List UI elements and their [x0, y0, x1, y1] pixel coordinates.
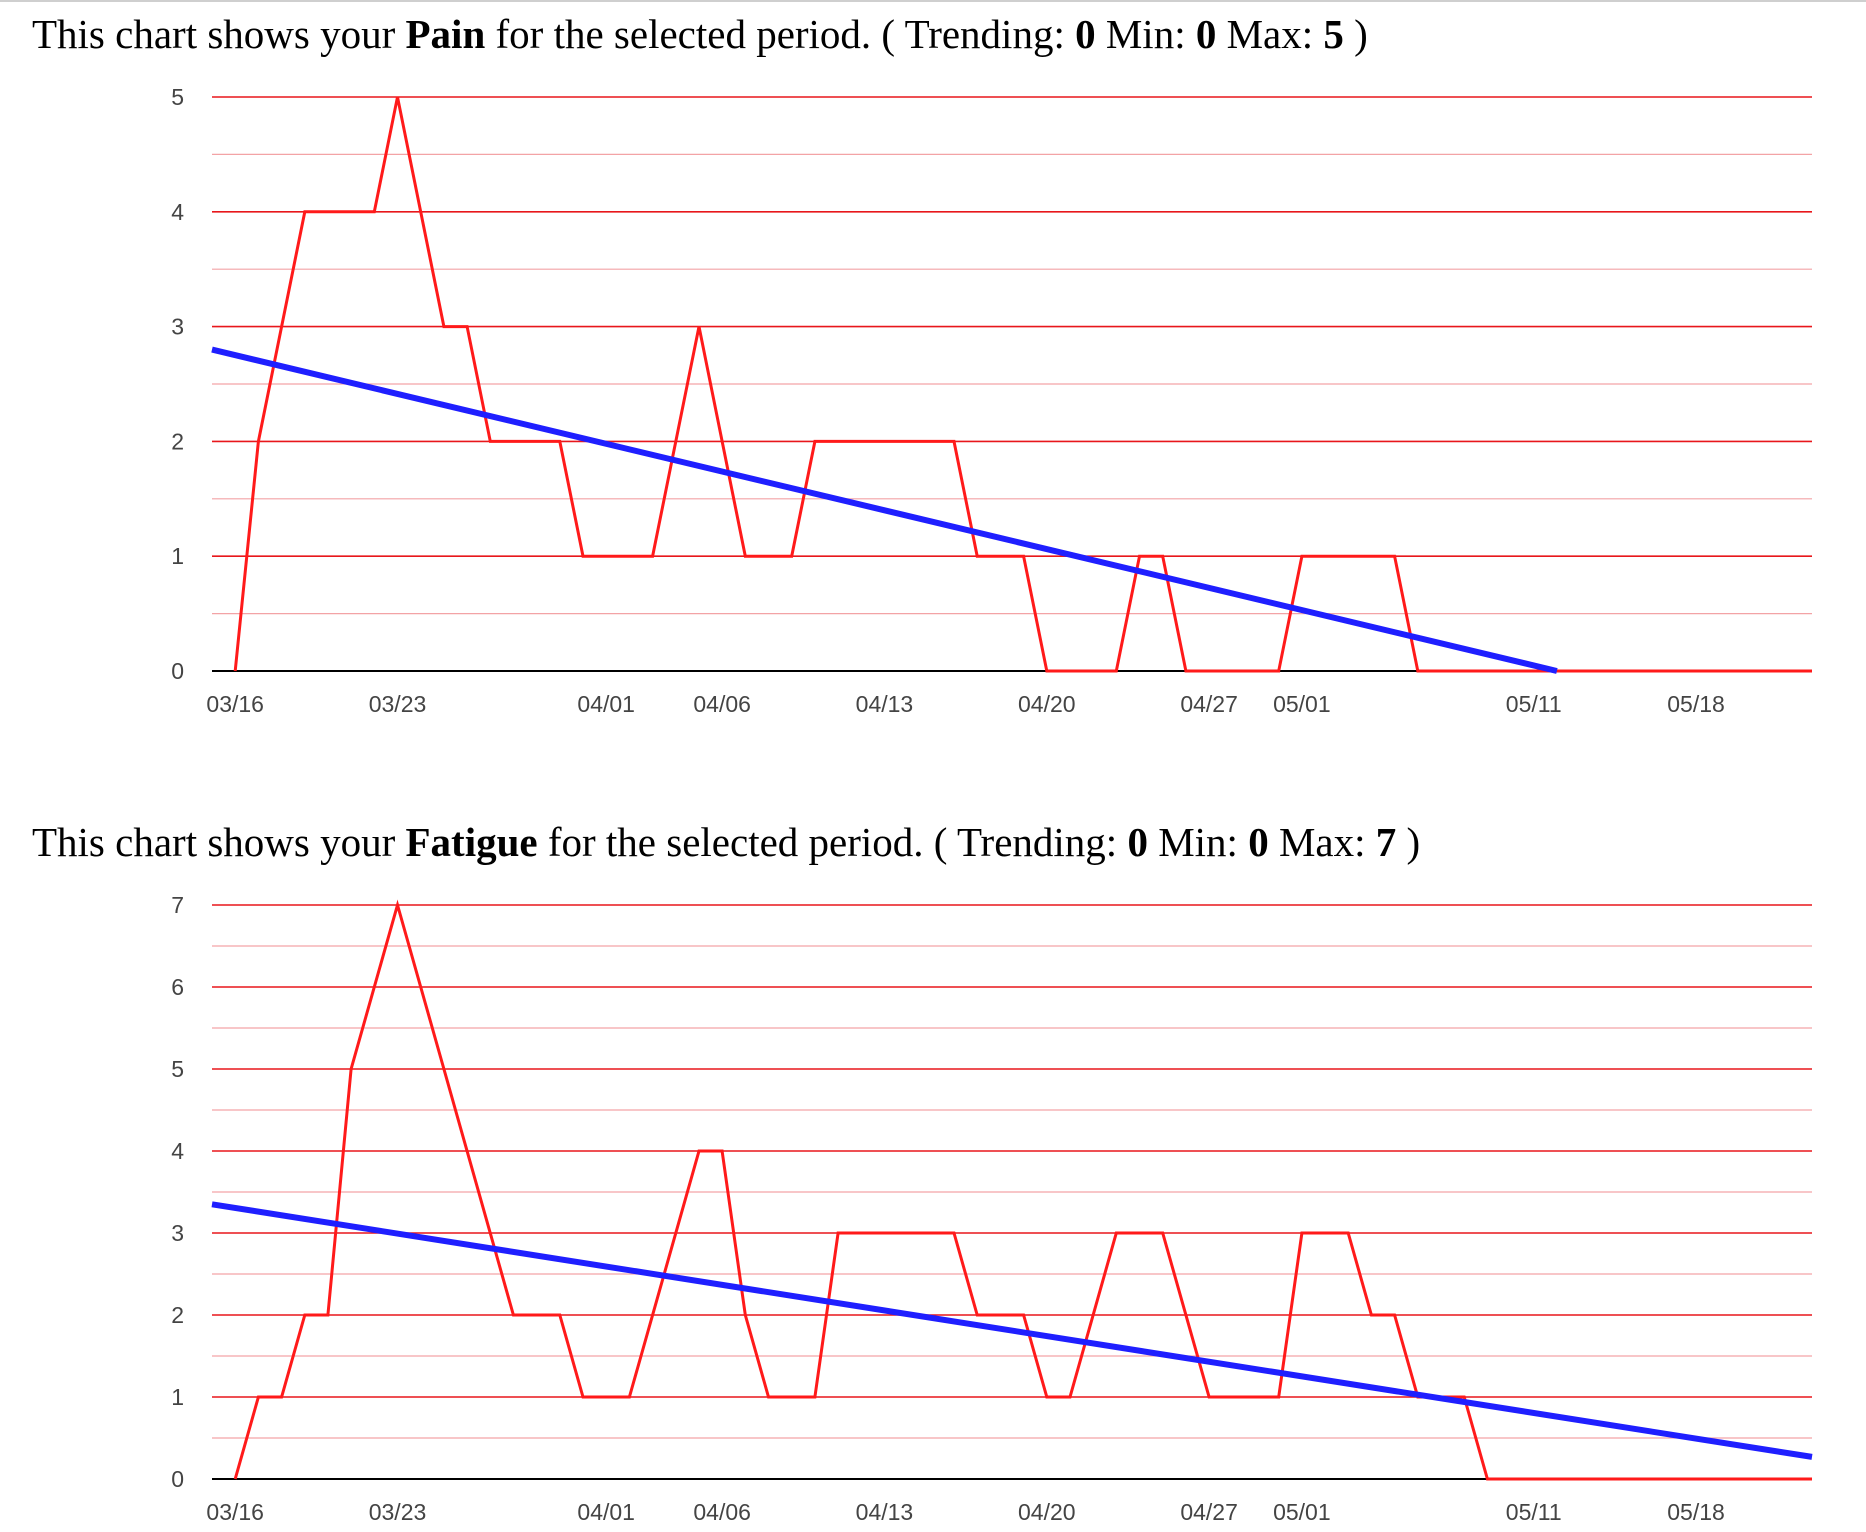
x-tick-label: 05/11 — [1506, 691, 1562, 717]
caption-min-value: 0 — [1248, 819, 1269, 865]
y-tick-label: 1 — [171, 543, 184, 569]
y-tick-label: 7 — [171, 892, 184, 918]
data-series-line — [233, 899, 1812, 1481]
y-tick-label: 5 — [171, 1056, 184, 1082]
caption-min-label: Min: — [1095, 11, 1196, 57]
caption-metric-name: Pain — [405, 11, 486, 57]
fatigue-line-chart: 0 1 2 3 4 5 6 7 03/16 03/23 04/01 04/06 04/13 04/20 04… — [171, 892, 1813, 1525]
trend-line — [211, 346, 1558, 674]
x-tick-label: 05/11 — [1506, 1499, 1562, 1525]
caption-min-value: 0 — [1195, 11, 1217, 57]
caption-min-label: Min: — [1147, 819, 1249, 865]
x-tick-label: 03/16 — [206, 691, 264, 717]
trend-line — [211, 1201, 1813, 1460]
y-tick-label: 0 — [171, 1466, 184, 1492]
caption-suffix: ) — [1343, 11, 1368, 57]
pain-line-chart: 0 1 2 3 4 5 03/16 03/23 04/01 04/06 04/13 04/20 04/2… — [171, 84, 1812, 717]
y-tick-label: 3 — [171, 314, 184, 340]
x-tick-label: 04/13 — [856, 691, 914, 717]
caption-trending-value: 0 — [1075, 11, 1096, 57]
x-tick-label: 04/01 — [577, 1499, 635, 1525]
x-tick-label: 04/13 — [856, 1499, 914, 1525]
y-tick-label: 5 — [171, 84, 184, 110]
caption-suffix: ) — [1396, 819, 1421, 865]
caption-max-label: Max: — [1268, 819, 1376, 865]
x-tick-label: 04/20 — [1018, 1499, 1076, 1525]
fatigue-chart-caption: This chart shows your Fatigue for the se… — [32, 818, 1420, 866]
caption-trending-value: 0 — [1127, 819, 1148, 865]
y-tick-label: 3 — [171, 1220, 184, 1246]
x-tick-label: 03/23 — [369, 691, 427, 717]
x-tick-label: 04/20 — [1018, 691, 1076, 717]
caption-middle: for the selected period. ( Trending: — [537, 819, 1128, 865]
caption-max-value: 7 — [1375, 819, 1397, 865]
caption-metric-name: Fatigue — [405, 819, 538, 865]
data-series-line — [233, 96, 1812, 673]
x-tick-label: 04/27 — [1180, 1499, 1238, 1525]
x-tick-label: 04/27 — [1180, 691, 1238, 717]
caption-middle: for the selected period. ( Trending: — [485, 11, 1076, 57]
x-tick-label: 03/23 — [369, 1499, 427, 1525]
y-tick-label: 6 — [171, 974, 184, 1000]
x-tick-label: 05/01 — [1273, 691, 1331, 717]
x-tick-label: 05/18 — [1667, 691, 1725, 717]
x-tick-label: 04/06 — [693, 1499, 751, 1525]
x-tick-label: 03/16 — [206, 1499, 264, 1525]
y-tick-label: 1 — [171, 1384, 184, 1410]
x-tick-label: 04/06 — [693, 691, 751, 717]
y-tick-label: 2 — [171, 428, 184, 454]
y-tick-label: 4 — [171, 1138, 184, 1164]
x-tick-label: 05/18 — [1667, 1499, 1725, 1525]
caption-max-value: 5 — [1323, 11, 1344, 57]
y-tick-label: 0 — [171, 658, 184, 684]
y-tick-label: 2 — [171, 1302, 184, 1328]
pain-chart-caption: This chart shows your Pain for the selec… — [32, 10, 1368, 58]
x-tick-label: 05/01 — [1273, 1499, 1331, 1525]
caption-prefix: This chart shows your — [32, 819, 406, 865]
caption-max-label: Max: — [1216, 11, 1324, 57]
x-tick-label: 04/01 — [577, 691, 635, 717]
caption-prefix: This chart shows your — [32, 11, 406, 57]
y-tick-label: 4 — [171, 199, 184, 225]
